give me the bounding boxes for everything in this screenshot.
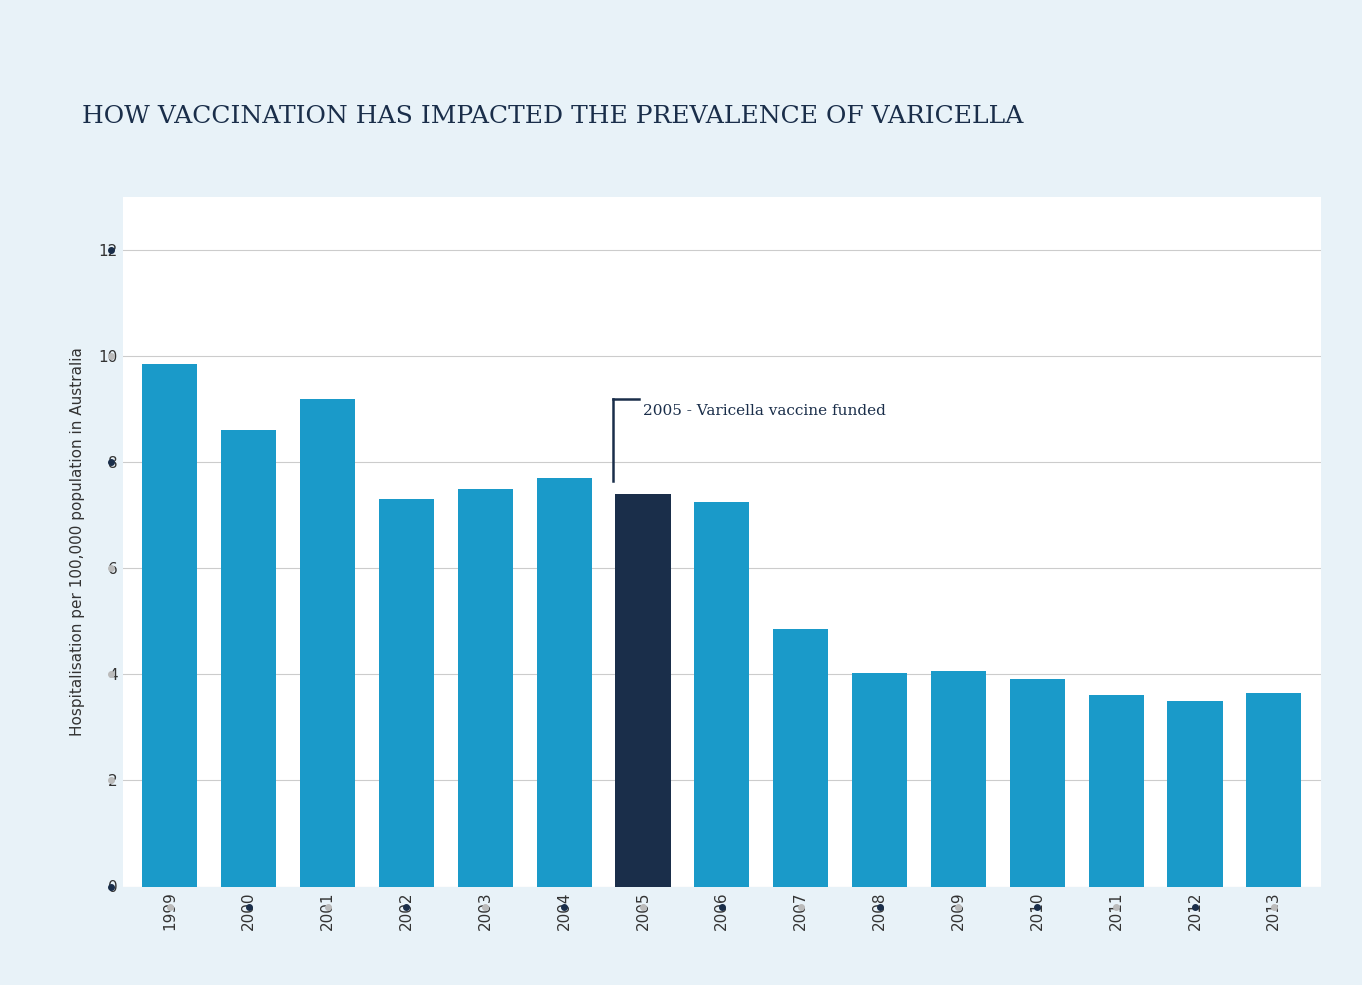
Bar — [774, 629, 828, 886]
Bar — [458, 489, 513, 886]
Bar — [1246, 692, 1302, 886]
Bar — [930, 671, 986, 886]
Y-axis label: Hospitalisation per 100,000 population in Australia: Hospitalisation per 100,000 population i… — [69, 348, 84, 736]
Text: 2005 - Varicella vaccine funded: 2005 - Varicella vaccine funded — [643, 404, 885, 418]
Bar — [1088, 694, 1144, 886]
Bar — [537, 478, 591, 886]
Bar — [1167, 701, 1223, 886]
Bar — [616, 494, 670, 886]
Bar — [379, 499, 434, 886]
Text: HOW VACCINATION HAS IMPACTED THE PREVALENCE OF VARICELLA: HOW VACCINATION HAS IMPACTED THE PREVALE… — [82, 105, 1023, 128]
Bar — [853, 674, 907, 886]
Bar — [221, 430, 276, 886]
Bar — [142, 364, 197, 886]
Bar — [695, 502, 749, 886]
Bar — [300, 399, 355, 886]
Bar — [1009, 679, 1065, 886]
